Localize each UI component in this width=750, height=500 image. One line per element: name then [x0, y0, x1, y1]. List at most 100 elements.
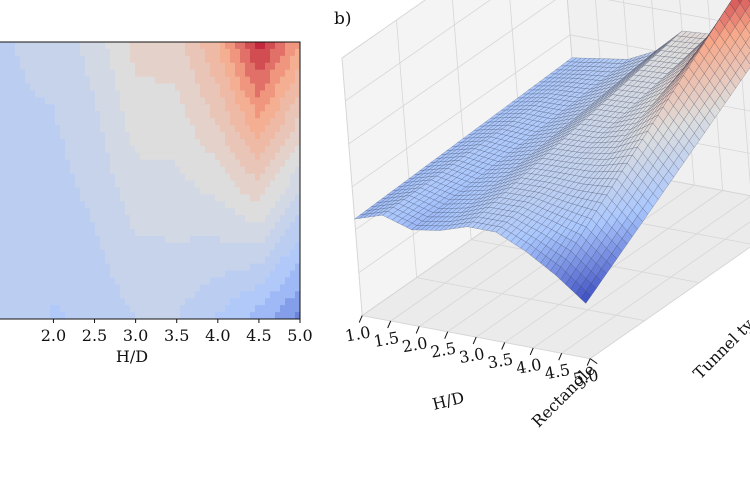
heatmap-cell: [135, 55, 141, 64]
heatmap-cell: [65, 298, 71, 306]
heatmap-cell: [200, 208, 206, 216]
heatmap-cell: [140, 90, 146, 98]
heatmap-cell: [185, 208, 191, 216]
heatmap-cell: [145, 48, 151, 57]
heatmap-cell: [220, 42, 226, 50]
heatmap-cell: [225, 62, 231, 71]
heatmap-cell: [60, 138, 66, 147]
heatmap-cell: [95, 48, 101, 57]
heatmap-cell: [190, 263, 196, 272]
heatmap-cell: [85, 284, 91, 292]
heatmap-cell: [215, 69, 221, 78]
heatmap-cell: [135, 249, 141, 258]
heatmap-cell: [295, 76, 300, 85]
heatmap-cell: [255, 215, 261, 223]
heatmap-cell: [255, 222, 261, 230]
heatmap-cell: [270, 145, 276, 154]
heatmap-cell: [220, 249, 226, 258]
heatmap-cell: [0, 222, 6, 230]
heatmap-cell: [140, 291, 146, 299]
heatmap-cell: [205, 145, 211, 154]
heatmap-cell: [125, 48, 131, 57]
heatmap-cell: [275, 145, 281, 154]
heatmap-cell: [20, 305, 26, 313]
heatmap-cell: [160, 76, 166, 85]
heatmap-cell: [20, 111, 26, 119]
heatmap-cell: [45, 256, 51, 265]
heatmap-cell: [230, 298, 236, 306]
heatmap-cell: [195, 111, 201, 119]
heatmap-cell: [70, 125, 76, 133]
heatmap-cell: [45, 187, 51, 195]
heatmap-cell: [125, 235, 131, 244]
heatmap-cell: [50, 201, 56, 209]
heatmap-cell: [240, 222, 246, 230]
heatmap-cell: [35, 76, 41, 85]
heatmap-cell: [10, 132, 16, 140]
heatmap-cell: [245, 228, 251, 237]
heatmap-cell: [10, 187, 16, 195]
heatmap-cell: [265, 305, 271, 313]
heatmap-cell: [195, 291, 201, 299]
heatmap-cell: [115, 284, 121, 292]
heatmap-cell: [140, 194, 146, 202]
heatmap-cell: [210, 173, 216, 182]
heatmap-cell: [25, 166, 31, 175]
heatmap-cell: [170, 55, 176, 64]
heatmap-cell: [275, 55, 281, 64]
heatmap-cell: [235, 180, 241, 189]
heatmap-cell: [195, 201, 201, 209]
heatmap-cell: [35, 222, 41, 230]
heatmap-cell: [205, 194, 211, 202]
heatmap-cell: [225, 90, 231, 98]
heatmap-cell: [200, 69, 206, 78]
heatmap-cell: [35, 166, 41, 175]
heatmap-cell: [65, 256, 71, 265]
heatmap-cell: [210, 187, 216, 195]
heatmap-cell: [295, 55, 300, 64]
heatmap-cell: [220, 277, 226, 285]
heatmap-cell: [30, 104, 36, 112]
heatmap-cell: [270, 132, 276, 140]
heatmap-cell: [135, 222, 141, 230]
heatmap-cell: [85, 249, 91, 258]
heatmap-cell: [165, 42, 171, 50]
heatmap-cell: [40, 69, 46, 78]
heatmap-cell: [10, 270, 16, 279]
heatmap-cell: [200, 291, 206, 299]
heatmap-cell: [255, 97, 261, 105]
heatmap-cell: [110, 118, 116, 126]
heatmap-cell: [265, 235, 271, 244]
heatmap-cell: [245, 270, 251, 279]
heatmap-cell: [60, 305, 66, 313]
heatmap-cell: [275, 111, 281, 119]
heatmap-cell: [100, 263, 106, 272]
heatmap-cell: [180, 228, 186, 237]
heatmap-cell: [170, 284, 176, 292]
heatmap-cell: [115, 118, 121, 126]
heatmap-cell: [255, 145, 261, 154]
heatmap-cell: [175, 173, 181, 182]
heatmap-cell: [160, 215, 166, 223]
heatmap-cell: [290, 305, 296, 313]
heatmap-cell: [5, 180, 11, 189]
heatmap-cell: [260, 222, 266, 230]
heatmap-cell: [60, 166, 66, 175]
heatmap-cell: [35, 138, 41, 147]
heatmap-cell: [260, 263, 266, 272]
heatmap-cell: [175, 242, 181, 251]
heatmap-cell: [290, 55, 296, 64]
heatmap-cell: [105, 201, 111, 209]
heatmap-x-label: H/D: [116, 347, 148, 366]
heatmap-cell: [280, 256, 286, 265]
heatmap-x-tick-label: 5.0: [287, 326, 312, 345]
surface-x-tick-mark: [415, 326, 420, 334]
heatmap-cell: [160, 104, 166, 112]
heatmap-cell: [125, 215, 131, 223]
heatmap-cell: [120, 132, 126, 140]
heatmap-cell: [55, 138, 61, 147]
heatmap-cell: [145, 256, 151, 265]
heatmap-cell: [45, 208, 51, 216]
heatmap-cell: [120, 125, 126, 133]
heatmap-cell: [230, 256, 236, 265]
